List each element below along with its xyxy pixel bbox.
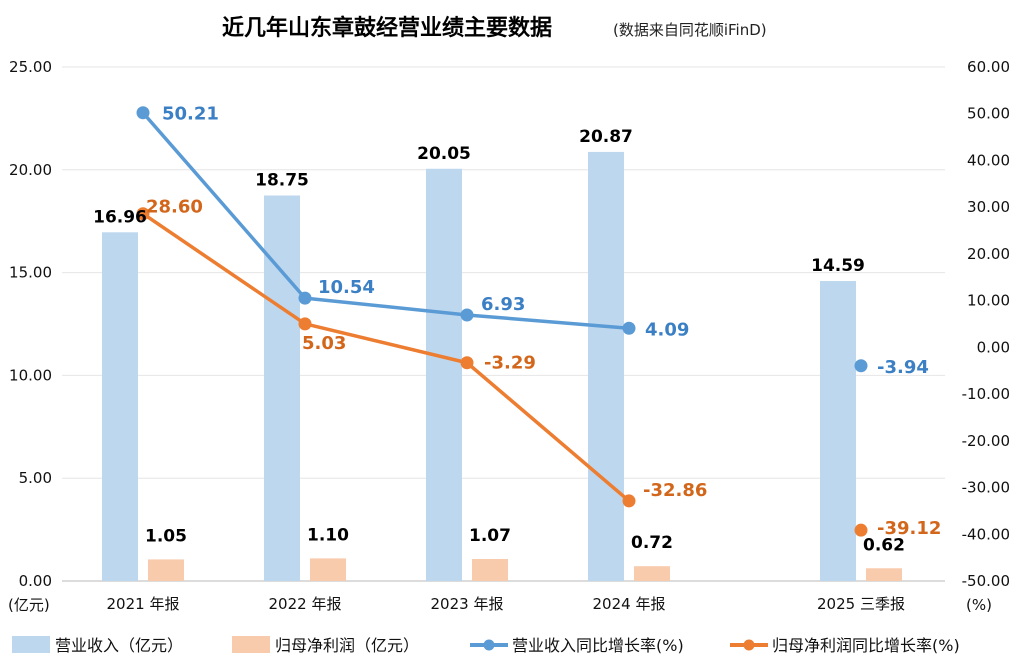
right-axis-tick-label: 40.00 bbox=[967, 151, 1010, 169]
data-label-profit: 0.62 bbox=[863, 535, 905, 555]
data-label-profit: 1.05 bbox=[145, 526, 187, 546]
point-profit-growth bbox=[622, 494, 636, 508]
legend-swatch-revenue bbox=[12, 636, 50, 653]
line-segment-revenue-growth bbox=[465, 313, 631, 331]
left-axis-tick-label: 25.00 bbox=[9, 58, 52, 76]
right-axis-tick-label: -10.00 bbox=[962, 385, 1010, 403]
line-segment-revenue-growth bbox=[141, 110, 307, 300]
line-segment-profit-growth bbox=[303, 322, 469, 365]
point-revenue-growth bbox=[622, 321, 636, 335]
right-axis-tick-label: 0.00 bbox=[977, 338, 1010, 356]
right-axis-tick-label: -30.00 bbox=[962, 479, 1010, 497]
lines bbox=[136, 106, 868, 537]
right-axis-tick-label: -40.00 bbox=[962, 525, 1010, 543]
bar-profit bbox=[148, 559, 184, 581]
right-axis-tick-label: 60.00 bbox=[967, 58, 1010, 76]
bar-profit bbox=[634, 566, 670, 581]
left-axis-unit: (亿元) bbox=[8, 596, 50, 614]
bar-revenue bbox=[588, 151, 624, 582]
data-label-profit-growth: -32.86 bbox=[643, 480, 707, 501]
data-label-revenue: 16.96 bbox=[93, 207, 147, 227]
legend-label-profit: 归母净利润（亿元） bbox=[275, 636, 419, 655]
bar-profit bbox=[472, 559, 508, 581]
data-label-revenue: 20.05 bbox=[417, 144, 471, 164]
data-label-profit-growth: 5.03 bbox=[302, 333, 346, 354]
legend: 营业收入（亿元） 归母净利润（亿元） 营业收入同比增长率(%) 归母净利润同比增… bbox=[12, 636, 960, 655]
category-labels: 2021 年报 2022 年报 2023 年报 2024 年报 2025 三季报 bbox=[107, 595, 905, 613]
right-axis-tick-label: 50.00 bbox=[967, 105, 1010, 123]
data-label-profit-growth: -39.12 bbox=[877, 518, 941, 539]
point-revenue-growth bbox=[136, 106, 150, 120]
point-revenue-growth bbox=[854, 359, 868, 373]
point-profit-growth bbox=[136, 207, 150, 221]
category-label: 2021 年报 bbox=[107, 595, 180, 613]
left-axis-tick-label: 10.00 bbox=[9, 366, 52, 384]
right-axis-tick-label: -50.00 bbox=[962, 572, 1010, 590]
right-axis-unit: (%) bbox=[966, 596, 992, 614]
line-segment-profit-growth bbox=[141, 211, 307, 326]
right-axis-tick-label: 30.00 bbox=[967, 198, 1010, 216]
right-axis-tick-label: 20.00 bbox=[967, 245, 1010, 263]
right-axis-tick-label: -20.00 bbox=[962, 432, 1010, 450]
data-label-revenue-growth: -3.94 bbox=[877, 357, 929, 378]
bar-profit bbox=[310, 558, 346, 581]
category-label: 2022 年报 bbox=[269, 595, 342, 613]
legend-marker-revenue-growth bbox=[483, 639, 495, 651]
legend-label-profit-growth: 归母净利润同比增长率(%) bbox=[772, 636, 960, 655]
left-axis-tick-label: 15.00 bbox=[9, 264, 52, 282]
right-axis-tick-label: 10.00 bbox=[967, 292, 1010, 310]
bar-revenue bbox=[102, 232, 138, 581]
data-label-profit-growth: -3.29 bbox=[484, 353, 536, 374]
data-label-revenue-growth: 6.93 bbox=[481, 294, 525, 315]
chart-title: 近几年山东章鼓经营业绩主要数据 bbox=[222, 15, 552, 41]
category-label: 2024 年报 bbox=[593, 595, 666, 613]
point-profit-growth bbox=[854, 523, 868, 537]
point-revenue-growth bbox=[298, 291, 312, 305]
category-label: 2023 年报 bbox=[431, 595, 504, 613]
point-profit-growth bbox=[460, 356, 474, 370]
bar-revenue bbox=[264, 195, 300, 581]
data-label-profit-growth: 28.60 bbox=[146, 197, 203, 218]
right-axis-ticks: -50.00 -40.00 -30.00 -20.00 -10.00 0.00 10.00 2… bbox=[962, 58, 1010, 590]
data-label-revenue: 14.59 bbox=[811, 256, 865, 276]
data-label-profit: 1.10 bbox=[307, 525, 349, 545]
legend-label-revenue-growth: 营业收入同比增长率(%) bbox=[512, 636, 684, 655]
bar-revenue bbox=[820, 281, 856, 581]
data-label-profit: 1.07 bbox=[469, 526, 511, 546]
line-segment-profit-growth bbox=[465, 360, 631, 503]
left-axis-tick-label: 20.00 bbox=[9, 161, 52, 179]
legend-label-revenue: 营业收入（亿元） bbox=[55, 636, 183, 655]
left-axis-tick-label: 0.00 bbox=[19, 572, 52, 590]
legend-marker-profit-growth bbox=[743, 639, 755, 651]
data-label-profit: 0.72 bbox=[631, 533, 673, 553]
legend-swatch-profit bbox=[232, 636, 270, 653]
point-revenue-growth bbox=[460, 308, 474, 322]
bars bbox=[102, 151, 902, 582]
point-profit-growth bbox=[298, 317, 312, 331]
data-label-revenue: 18.75 bbox=[255, 171, 309, 191]
left-axis-tick-label: 5.00 bbox=[19, 469, 52, 487]
data-label-revenue: 20.87 bbox=[579, 127, 633, 147]
data-label-revenue-growth: 4.09 bbox=[645, 319, 689, 340]
data-labels: 16.96 18.75 20.05 20.87 14.59 1.05 1.10 1.07 0.7… bbox=[93, 104, 941, 556]
bar-profit bbox=[866, 568, 902, 581]
data-label-revenue-growth: 10.54 bbox=[318, 277, 375, 298]
line-segment-revenue-growth bbox=[303, 296, 469, 317]
gridlines bbox=[62, 66, 945, 582]
data-label-revenue-growth: 50.21 bbox=[162, 104, 219, 125]
left-axis-ticks: 0.00 5.00 10.00 15.00 20.00 25.00 bbox=[9, 58, 52, 590]
bar-revenue bbox=[426, 168, 462, 581]
chart-subtitle: (数据来自同花顺iFinD) bbox=[613, 21, 767, 39]
category-label: 2025 三季报 bbox=[817, 595, 905, 613]
